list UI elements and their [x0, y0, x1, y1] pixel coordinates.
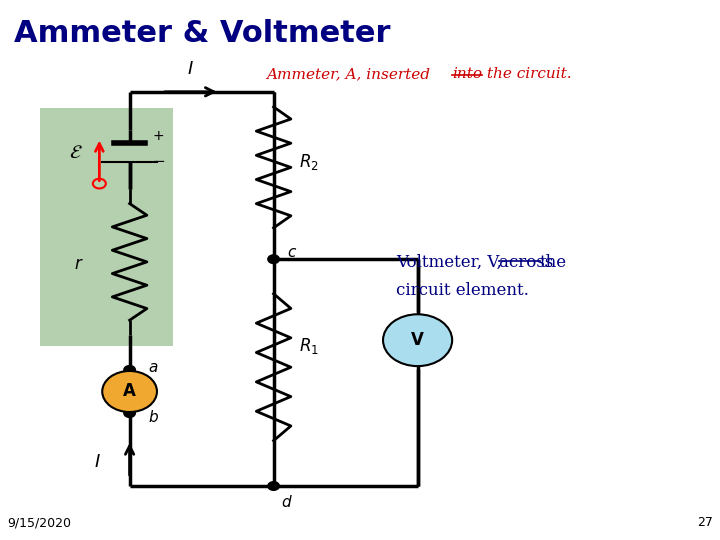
Text: 9/15/2020: 9/15/2020	[7, 516, 71, 529]
Text: Voltmeter, V,: Voltmeter, V,	[396, 254, 507, 271]
Text: into: into	[452, 68, 482, 82]
Circle shape	[124, 409, 135, 417]
Text: $\mathcal{E}$: $\mathcal{E}$	[68, 143, 83, 162]
Text: $a$: $a$	[148, 361, 158, 375]
Text: circuit element.: circuit element.	[396, 282, 529, 299]
Text: −: −	[153, 154, 166, 170]
Text: the circuit.: the circuit.	[482, 68, 572, 82]
Bar	[40, 108, 173, 346]
Circle shape	[124, 366, 135, 374]
Text: Ammeter, A, inserted: Ammeter, A, inserted	[266, 68, 436, 82]
Text: the: the	[540, 254, 567, 271]
Text: Ammeter & Voltmeter: Ammeter & Voltmeter	[14, 19, 391, 48]
Text: $r$: $r$	[74, 256, 84, 273]
Text: $d$: $d$	[281, 494, 292, 510]
Text: A: A	[123, 382, 136, 401]
Text: V: V	[411, 331, 424, 349]
Text: $R_1$: $R_1$	[299, 335, 319, 356]
Text: $R_2$: $R_2$	[299, 152, 319, 172]
Circle shape	[102, 371, 157, 412]
Text: $I$: $I$	[94, 453, 101, 471]
Circle shape	[268, 255, 279, 264]
Circle shape	[268, 482, 279, 490]
Text: $c$: $c$	[287, 246, 297, 260]
Circle shape	[383, 314, 452, 366]
Text: +: +	[153, 129, 164, 143]
Text: $b$: $b$	[148, 409, 158, 425]
Text: across: across	[499, 254, 559, 271]
Text: 27: 27	[697, 516, 713, 529]
Text: $I$: $I$	[187, 60, 194, 78]
